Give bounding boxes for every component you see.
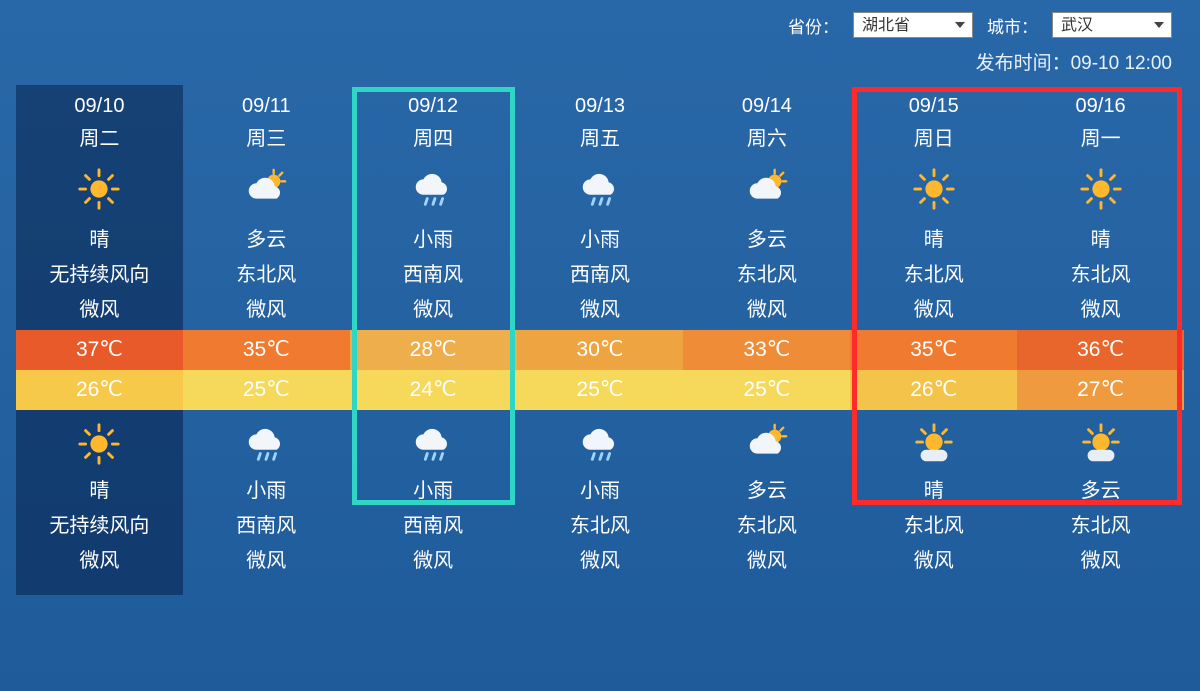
date-label: 09/10 bbox=[16, 95, 183, 118]
forecast-day[interactable]: 09/15 周日 晴 东北风 微风 35℃ 26℃ 晴 东北风 微风 bbox=[850, 85, 1017, 595]
night-condition: 多云 bbox=[683, 474, 850, 503]
rain-icon bbox=[410, 421, 456, 467]
temp-high: 33℃ bbox=[683, 330, 850, 370]
forecast-grid: 09/10 周二 晴 无持续风向 微风 37℃ 26℃ 晴 无持续风向 微风 0… bbox=[0, 85, 1200, 595]
night-wind-dir: 东北风 bbox=[850, 509, 1017, 538]
night-wind-dir: 东北风 bbox=[517, 509, 684, 538]
night-wind-level: 微风 bbox=[183, 544, 350, 573]
sun-icon bbox=[76, 421, 122, 467]
temp-high: 35℃ bbox=[183, 330, 350, 370]
rain-icon bbox=[577, 166, 623, 212]
day-wind-dir: 西南风 bbox=[517, 258, 684, 287]
day-wind-level: 微风 bbox=[1017, 293, 1184, 322]
day-condition: 晴 bbox=[850, 223, 1017, 252]
night-wind-level: 微风 bbox=[517, 544, 684, 573]
night-wind-level: 微风 bbox=[350, 544, 517, 573]
day-wind-dir: 东北风 bbox=[850, 258, 1017, 287]
temp-low: 27℃ bbox=[1017, 370, 1184, 410]
dayofweek-label: 周日 bbox=[850, 122, 1017, 151]
temp-low: 25℃ bbox=[183, 370, 350, 410]
night-condition: 小雨 bbox=[517, 474, 684, 503]
forecast-day[interactable]: 09/13 周五 小雨 西南风 微风 30℃ 25℃ 小雨 东北风 微风 bbox=[517, 85, 684, 595]
day-wind-dir: 东北风 bbox=[683, 258, 850, 287]
temp-low: 26℃ bbox=[850, 370, 1017, 410]
night-condition: 晴 bbox=[16, 474, 183, 503]
temp-high: 30℃ bbox=[517, 330, 684, 370]
province-select[interactable]: 湖北省 bbox=[853, 12, 973, 38]
top-selector-bar: 省份： 湖北省 城市： 武汉 bbox=[0, 0, 1200, 44]
night-wind-dir: 东北风 bbox=[683, 509, 850, 538]
city-select[interactable]: 武汉 bbox=[1052, 12, 1172, 38]
night-wind-dir: 西南风 bbox=[183, 509, 350, 538]
day-condition: 小雨 bbox=[517, 223, 684, 252]
publish-time: 发布时间：09-10 12:00 bbox=[0, 44, 1200, 85]
date-label: 09/11 bbox=[183, 95, 350, 118]
day-condition: 多云 bbox=[683, 223, 850, 252]
rain-icon bbox=[577, 421, 623, 467]
night-condition: 小雨 bbox=[183, 474, 350, 503]
sun-icon bbox=[1078, 166, 1124, 212]
night-wind-dir: 西南风 bbox=[350, 509, 517, 538]
temp-low: 25℃ bbox=[683, 370, 850, 410]
forecast-day[interactable]: 09/11 周三 多云 东北风 微风 35℃ 25℃ 小雨 西南风 微风 bbox=[183, 85, 350, 595]
cloud-sun-icon bbox=[744, 166, 790, 212]
dayofweek-label: 周一 bbox=[1017, 122, 1184, 151]
day-condition: 多云 bbox=[183, 223, 350, 252]
day-wind-level: 微风 bbox=[16, 293, 183, 322]
forecast-day[interactable]: 09/12 周四 小雨 西南风 微风 28℃ 24℃ 小雨 西南风 微风 bbox=[350, 85, 517, 595]
day-wind-dir: 东北风 bbox=[183, 258, 350, 287]
sun-haze-icon bbox=[911, 421, 957, 467]
night-wind-level: 微风 bbox=[683, 544, 850, 573]
day-wind-dir: 西南风 bbox=[350, 258, 517, 287]
temp-high: 37℃ bbox=[16, 330, 183, 370]
province-label: 省份： bbox=[788, 13, 839, 38]
day-wind-level: 微风 bbox=[517, 293, 684, 322]
cloud-sun-icon bbox=[243, 166, 289, 212]
temp-high: 36℃ bbox=[1017, 330, 1184, 370]
date-label: 09/16 bbox=[1017, 95, 1184, 118]
day-wind-level: 微风 bbox=[350, 293, 517, 322]
forecast-day[interactable]: 09/16 周一 晴 东北风 微风 36℃ 27℃ 多云 东北风 微风 bbox=[1017, 85, 1184, 595]
temp-low: 24℃ bbox=[350, 370, 517, 410]
dayofweek-label: 周四 bbox=[350, 122, 517, 151]
date-label: 09/14 bbox=[683, 95, 850, 118]
date-label: 09/12 bbox=[350, 95, 517, 118]
temp-high: 35℃ bbox=[850, 330, 1017, 370]
night-wind-dir: 无持续风向 bbox=[16, 509, 183, 538]
sun-icon bbox=[911, 166, 957, 212]
date-label: 09/15 bbox=[850, 95, 1017, 118]
forecast-day[interactable]: 09/10 周二 晴 无持续风向 微风 37℃ 26℃ 晴 无持续风向 微风 bbox=[16, 85, 183, 595]
dayofweek-label: 周二 bbox=[16, 122, 183, 151]
day-wind-dir: 无持续风向 bbox=[16, 258, 183, 287]
temp-low: 26℃ bbox=[16, 370, 183, 410]
rain-icon bbox=[243, 421, 289, 467]
day-condition: 晴 bbox=[16, 223, 183, 252]
night-wind-dir: 东北风 bbox=[1017, 509, 1184, 538]
forecast-day[interactable]: 09/14 周六 多云 东北风 微风 33℃ 25℃ 多云 东北风 微风 bbox=[683, 85, 850, 595]
day-condition: 小雨 bbox=[350, 223, 517, 252]
night-wind-level: 微风 bbox=[1017, 544, 1184, 573]
temp-low: 25℃ bbox=[517, 370, 684, 410]
sun-icon bbox=[76, 166, 122, 212]
sun-haze-icon bbox=[1078, 421, 1124, 467]
night-condition: 小雨 bbox=[350, 474, 517, 503]
day-condition: 晴 bbox=[1017, 223, 1184, 252]
city-label: 城市： bbox=[987, 13, 1038, 38]
night-condition: 晴 bbox=[850, 474, 1017, 503]
cloud-sun-icon bbox=[744, 421, 790, 467]
night-wind-level: 微风 bbox=[850, 544, 1017, 573]
temp-high: 28℃ bbox=[350, 330, 517, 370]
date-label: 09/13 bbox=[517, 95, 684, 118]
day-wind-level: 微风 bbox=[683, 293, 850, 322]
night-wind-level: 微风 bbox=[16, 544, 183, 573]
dayofweek-label: 周五 bbox=[517, 122, 684, 151]
day-wind-level: 微风 bbox=[850, 293, 1017, 322]
day-wind-dir: 东北风 bbox=[1017, 258, 1184, 287]
dayofweek-label: 周三 bbox=[183, 122, 350, 151]
day-wind-level: 微风 bbox=[183, 293, 350, 322]
rain-icon bbox=[410, 166, 456, 212]
dayofweek-label: 周六 bbox=[683, 122, 850, 151]
night-condition: 多云 bbox=[1017, 474, 1184, 503]
